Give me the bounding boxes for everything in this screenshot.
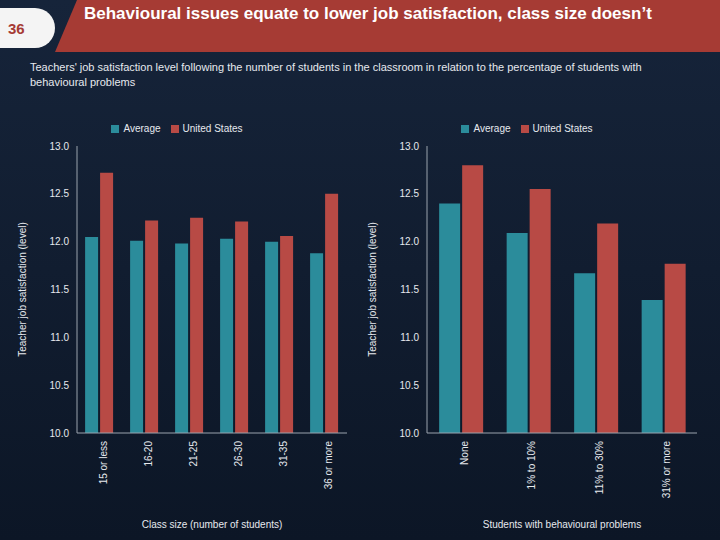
svg-text:13.0: 13.0 [400,141,420,152]
svg-text:31-35: 31-35 [278,441,289,467]
svg-text:1% to 10%: 1% to 10% [526,441,537,489]
svg-text:11.5: 11.5 [400,284,419,295]
svg-text:10.5: 10.5 [50,380,70,391]
html-text:United States: United States [182,123,243,134]
svg-text:10.5: 10.5 [400,380,420,391]
svg-text:None: None [459,441,470,465]
svg-text:31% or more: 31% or more [661,441,672,499]
svg-text:Teacher job satisfaction (leve: Teacher job satisfaction (level) [17,222,28,357]
svg-text:Class size (number of students: Class size (number of students) [142,519,283,530]
html-text:Teachers' job satisfaction lev: Teachers' job satisfaction level followi… [30,61,642,88]
html-text:Average: Average [123,123,161,134]
svg-text:13.0: 13.0 [50,141,70,152]
svg-text:Teacher job satisfaction (leve: Teacher job satisfaction (level) [367,222,378,357]
svg-text:16-20: 16-20 [143,441,154,467]
svg-text:26-30: 26-30 [233,441,244,467]
svg-text:10.0: 10.0 [400,428,420,439]
svg-text:10.0: 10.0 [50,428,70,439]
svg-text:Students with behavioural prob: Students with behavioural problems [483,519,641,530]
svg-text:12.5: 12.5 [50,188,70,199]
svg-text:11.0: 11.0 [400,332,419,343]
html-text:Average: Average [473,123,511,134]
html-text:Behavioural issues equate to l: Behavioural issues equate to lower job s… [84,4,652,23]
svg-text:15 or less: 15 or less [98,441,109,484]
svg-text:21-25: 21-25 [188,441,199,467]
svg-text:12.0: 12.0 [400,236,420,247]
html-text:United States: United States [532,123,593,134]
html-text:36: 36 [8,19,25,37]
svg-text:12.5: 12.5 [400,188,420,199]
svg-text:11.5: 11.5 [50,284,69,295]
svg-text:36 or more: 36 or more [323,441,334,490]
svg-text:11% to 30%: 11% to 30% [594,441,605,494]
svg-text:11.0: 11.0 [50,332,69,343]
svg-text:12.0: 12.0 [50,236,70,247]
